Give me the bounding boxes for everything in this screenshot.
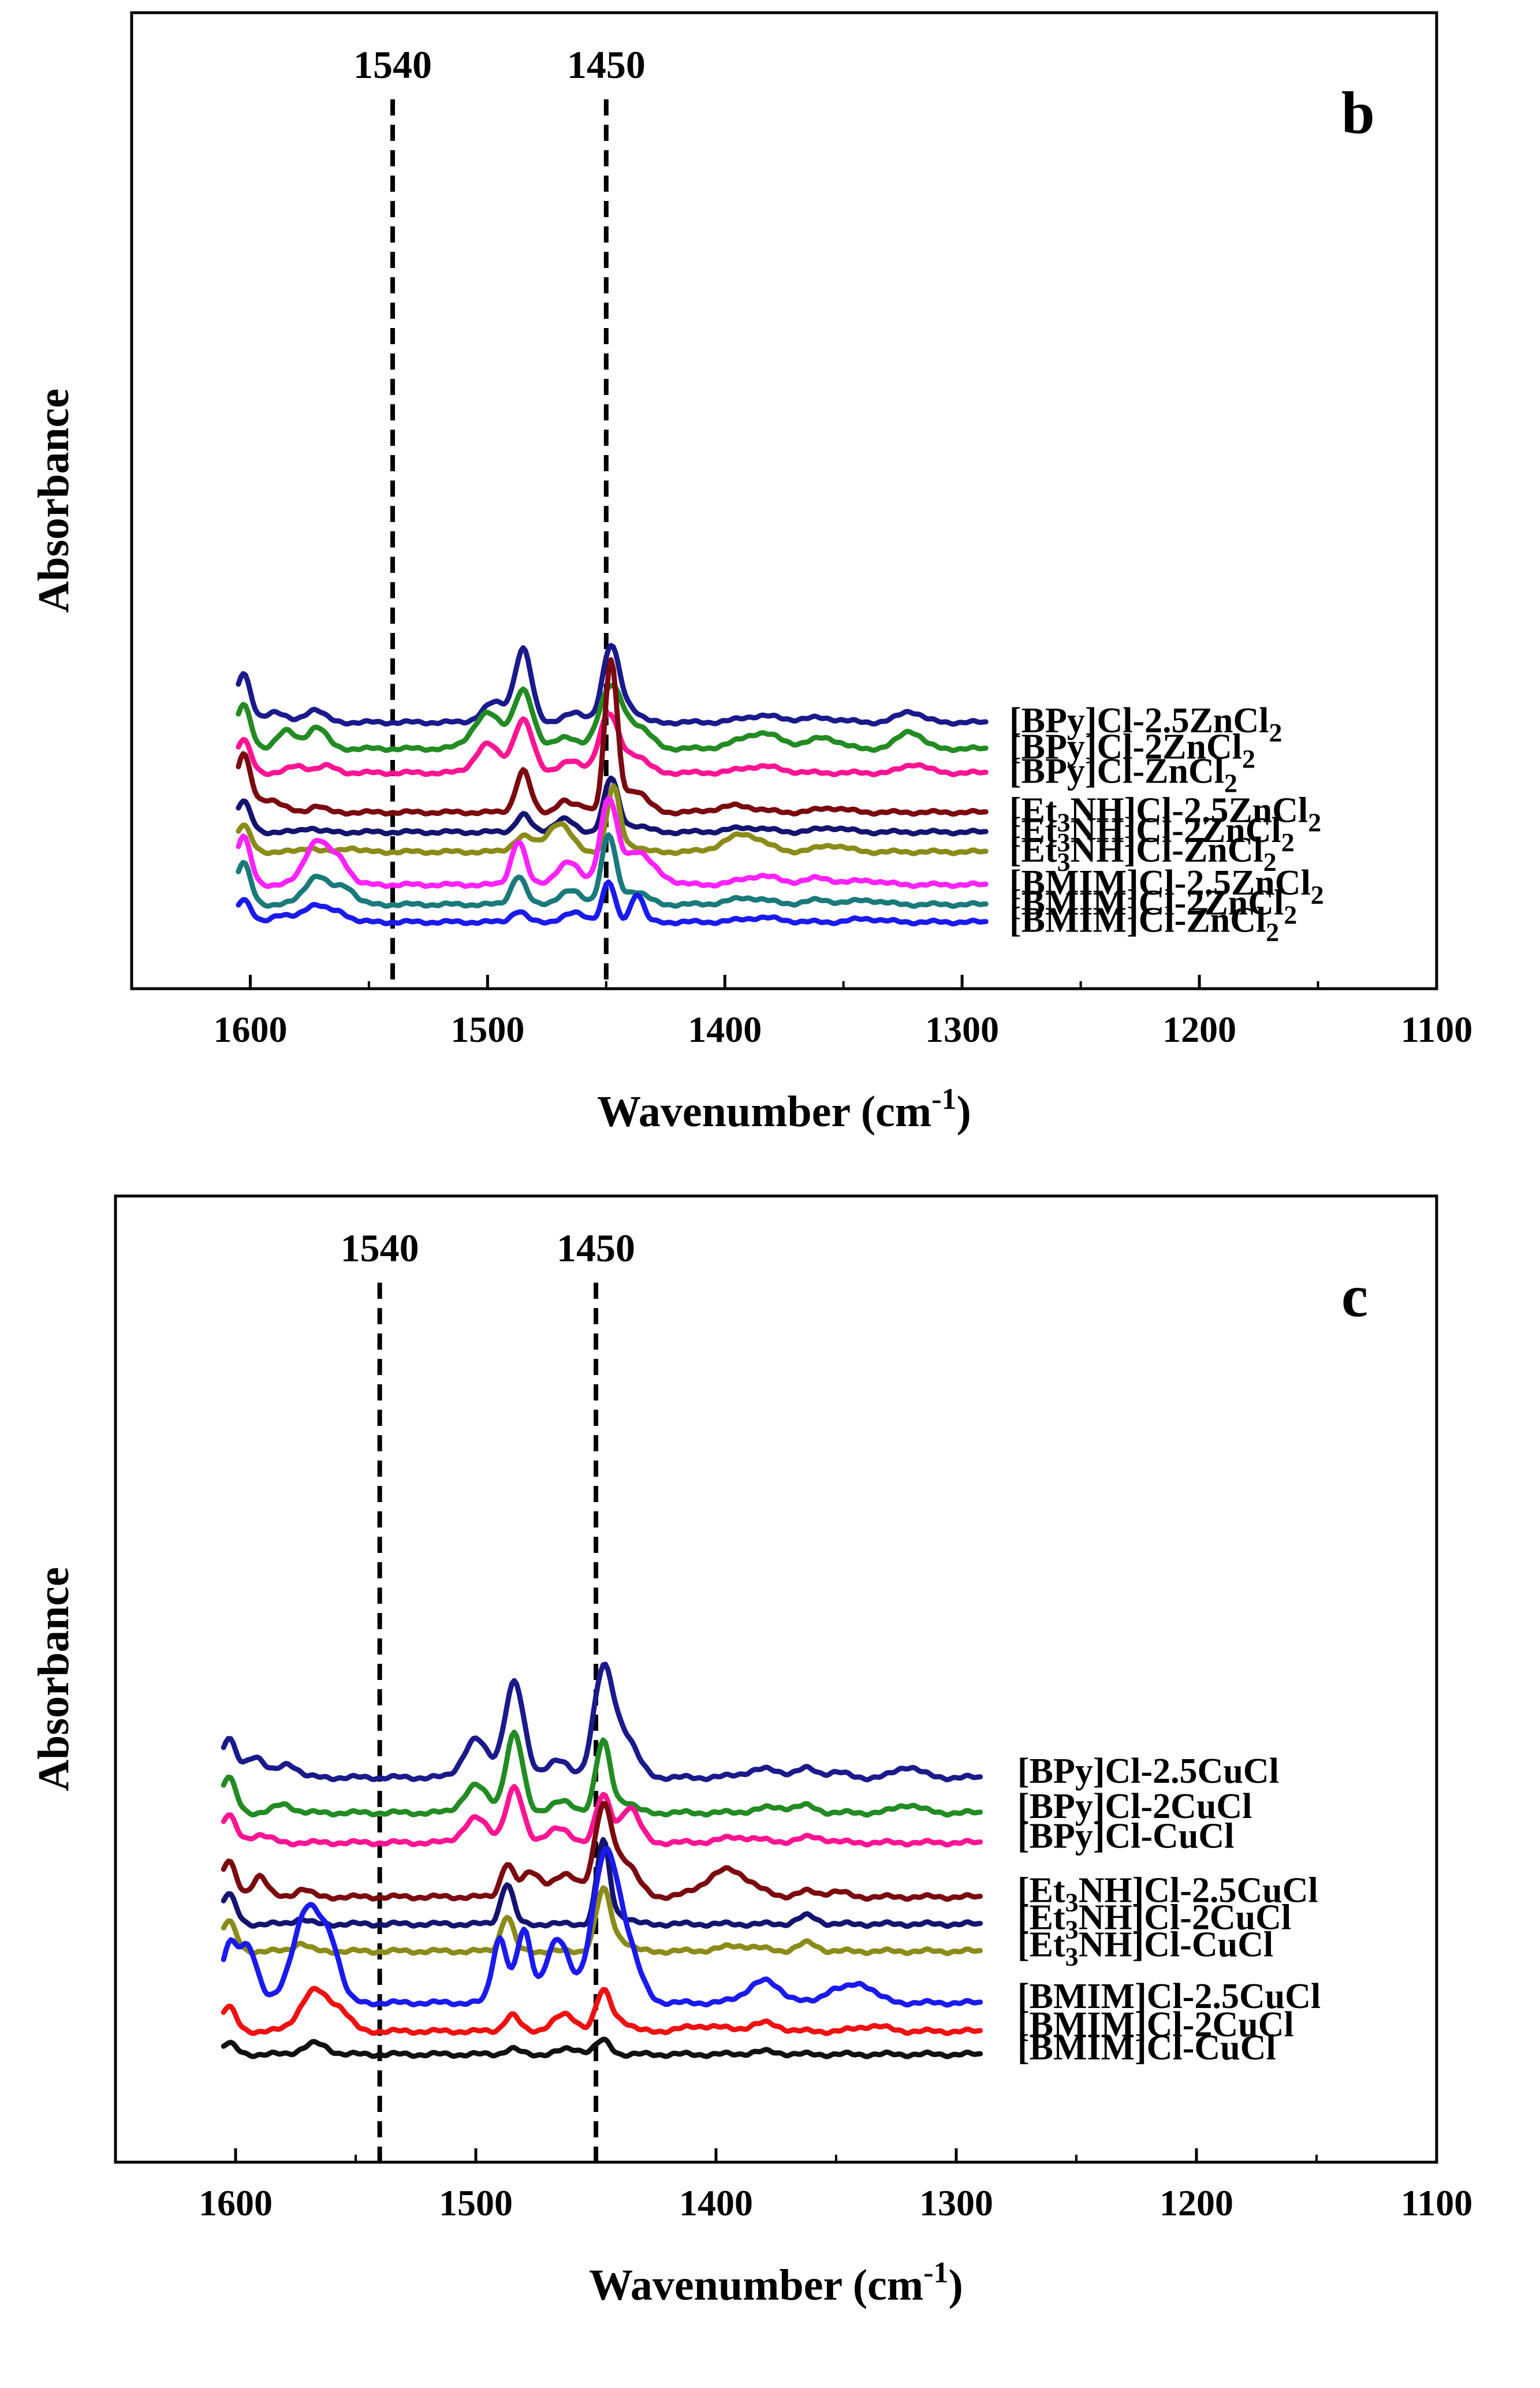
c-series-label-2: [BPy]Cl-CuCl: [1017, 1817, 1234, 1856]
c-series-label-5: [Et3NH]Cl-CuCl: [1017, 1925, 1273, 1972]
b-x-tick-label: 1600: [213, 1009, 287, 1050]
c-series-line-7: [221, 1985, 983, 2036]
b-marker-label-1450: 1450: [567, 43, 646, 87]
b-series-line-2: [236, 711, 989, 777]
b-x-tick-label: 1100: [1401, 1009, 1472, 1050]
b-series-line-4: [236, 775, 989, 837]
c-series-line-0: [221, 1661, 983, 1783]
c-series-line-8: [221, 2036, 983, 2059]
panel-c-chart: 1600 1500 1400 1300 1200 1100 Wavenumber (cm-1…: [29, 1194, 1472, 2309]
b-x-tick-label: 1500: [450, 1009, 524, 1050]
c-series-label-0: [BPy]Cl-2.5CuCl: [1017, 1752, 1279, 1791]
c-series-line-4: [221, 1836, 983, 1929]
b-x-tick-label: 1200: [1162, 1009, 1236, 1050]
b-series-label-4: [Et3NH]Cl-2ZnCl2: [1009, 811, 1295, 857]
b-series-label-2: [BPy]Cl-ZnCl2: [1009, 751, 1237, 798]
b-series-label-8: [BMIM]Cl-ZnCl2: [1009, 901, 1279, 947]
c-marker-label-1450: 1450: [557, 1226, 635, 1270]
b-series-line-0: [236, 643, 989, 727]
b-series-line-7: [236, 832, 989, 909]
c-x-tick-label: 1400: [679, 2182, 753, 2223]
b-plot-frame: [130, 11, 1438, 990]
c-plot-frame: [114, 1194, 1438, 2164]
c-series-label-3: [Et3NH]Cl-2.5CuCl: [1017, 1871, 1318, 1917]
c-x-tick-label: 1600: [199, 2182, 273, 2223]
b-y-axis-title: Absorbance: [29, 389, 78, 613]
b-x-tick-label: 1300: [925, 1009, 999, 1050]
c-x-tick-label: 1500: [439, 2182, 513, 2223]
c-series-line-2: [221, 1784, 983, 1848]
b-series-label-1: [BPy]Cl-2ZnCl2: [1009, 727, 1255, 773]
c-series-label-8: [BMIM]Cl-CuCl: [1017, 2028, 1276, 2067]
b-series-label-0: [BPy]Cl-2.5ZnCl2: [1009, 701, 1282, 747]
c-x-tick-label: 1100: [1401, 2182, 1472, 2223]
b-panel-letter: b: [1341, 80, 1375, 146]
c-series-line-1: [221, 1730, 983, 1818]
b-series-line-3: [236, 657, 989, 817]
c-y-axis-title: Absorbance: [29, 1567, 78, 1791]
c-series-line-3: [221, 1801, 983, 1902]
b-series-line-5: [236, 783, 989, 856]
c-series-label-6: [BMIM]Cl-2.5CuCl: [1017, 1977, 1321, 2016]
c-x-axis-title: Wavenumber (cm-1): [589, 2256, 963, 2309]
c-marker-label-1540: 1540: [341, 1226, 419, 1270]
b-series-label-7: [BMIM]Cl-2ZnCl2: [1009, 883, 1297, 929]
b-series-line-8: [236, 879, 989, 927]
b-series-label-5: [Et3NH]Cl-ZnCl2: [1009, 830, 1277, 877]
b-series-line-6: [236, 795, 989, 889]
b-marker-label-1540: 1540: [353, 43, 432, 87]
c-series-line-6: [221, 1846, 983, 2008]
b-series-label-6: [BMIM]Cl-2.5ZnCl2: [1009, 863, 1324, 910]
c-series-line-5: [221, 1885, 983, 1957]
c-series-label-1: [BPy]Cl-2CuCl: [1017, 1787, 1252, 1826]
b-x-axis-title: Wavenumber (cm-1): [597, 1083, 971, 1136]
b-x-tick-label: 1400: [688, 1009, 762, 1050]
c-series-label-4: [Et3NH]Cl-2CuCl: [1017, 1898, 1291, 1944]
panel-b-chart: 1600 1500 1400 1300 1200 1100 Wavenumber (cm-1…: [29, 11, 1472, 1136]
b-series-line-1: [236, 683, 989, 753]
b-series-label-3: [Et3NH]Cl-2.5ZnCl2: [1009, 791, 1321, 837]
c-series-label-7: [BMIM]Cl-2CuCl: [1017, 2005, 1294, 2044]
c-x-tick-label: 1300: [919, 2182, 993, 2223]
c-panel-letter: c: [1341, 1263, 1368, 1329]
c-x-tick-label: 1200: [1159, 2182, 1233, 2223]
